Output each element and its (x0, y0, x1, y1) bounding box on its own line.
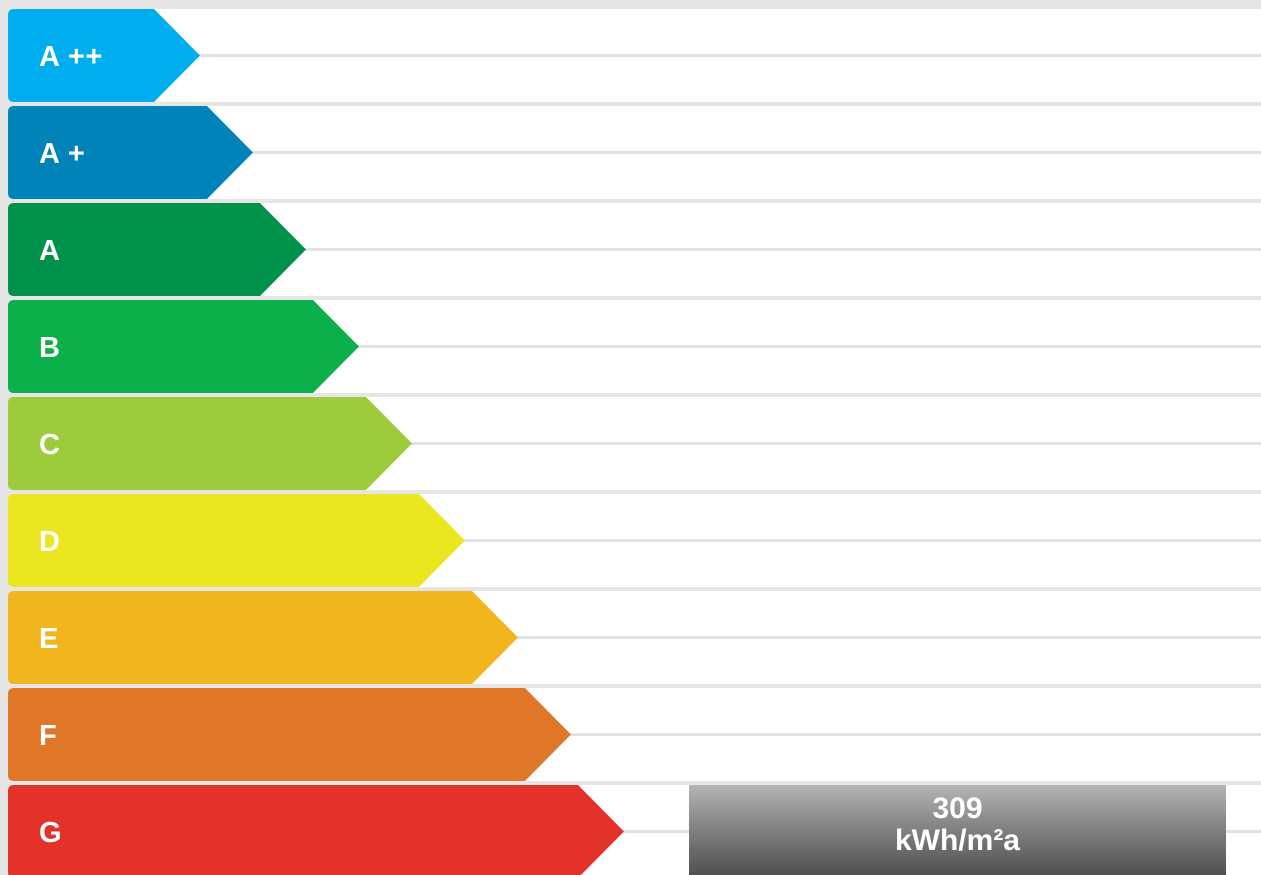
rating-arrow-fill (8, 300, 359, 393)
energy-value-indicator: 309 kWh/m²a (689, 785, 1226, 875)
rating-arrow-shape (8, 9, 200, 102)
rating-arrow-shape (8, 300, 359, 393)
rating-band-aplusplus: A ++ (8, 9, 200, 102)
rating-label-e: E (39, 623, 59, 655)
rating-label-aplusplus: A ++ (39, 41, 103, 73)
rating-band-f: F (8, 688, 571, 781)
rating-arrow-fill (8, 688, 571, 781)
rating-arrow-shape (8, 688, 571, 781)
rating-band-c: C (8, 397, 412, 490)
rating-arrow-shape (8, 203, 306, 296)
rating-row-e: E (8, 591, 1261, 684)
rating-row-a: A (8, 203, 1261, 296)
rating-row-b: B (8, 300, 1261, 393)
rating-label-g: G (39, 817, 63, 849)
track-divider (8, 54, 1261, 57)
rating-arrow-fill (8, 106, 253, 199)
rating-arrow-fill (8, 203, 306, 296)
rating-row-aplusplus: A ++ (8, 9, 1261, 102)
track-divider (8, 248, 1261, 251)
rating-track (8, 9, 1261, 102)
track-divider (8, 151, 1261, 154)
rating-row-f: F (8, 688, 1261, 781)
track-divider (8, 636, 1261, 639)
rating-arrow-shape (8, 591, 518, 684)
rating-row-d: D (8, 494, 1261, 587)
rating-band-g: G (8, 785, 624, 875)
track-divider (8, 733, 1261, 736)
rating-arrow-shape (8, 106, 253, 199)
rating-arrow-fill (8, 9, 200, 102)
rating-arrow-shape (8, 397, 412, 490)
rating-band-d: D (8, 494, 465, 587)
rating-arrow-shape (8, 494, 465, 587)
rating-label-c: C (39, 429, 61, 461)
rating-band-b: B (8, 300, 359, 393)
track-divider (8, 442, 1261, 445)
rating-band-e: E (8, 591, 518, 684)
rating-label-b: B (39, 332, 61, 364)
rating-label-d: D (39, 526, 61, 558)
energy-value: 309 (932, 792, 983, 825)
track-divider (8, 345, 1261, 348)
energy-unit: kWh/m²a (894, 824, 1020, 857)
rating-row-aplus: A + (8, 106, 1261, 199)
rating-arrow-fill (8, 785, 624, 875)
rating-label-aplus: A + (39, 138, 86, 170)
rating-arrow-shape (8, 785, 624, 875)
track-divider (8, 539, 1261, 542)
rating-arrow-fill (8, 494, 465, 587)
track-divider (8, 830, 1261, 833)
rating-label-f: F (39, 720, 58, 752)
rating-band-a: A (8, 203, 306, 296)
rating-label-a: A (39, 235, 61, 267)
rating-arrow-fill (8, 397, 412, 490)
rating-band-aplus: A + (8, 106, 253, 199)
rating-row-c: C (8, 397, 1261, 490)
rating-arrow-fill (8, 591, 518, 684)
